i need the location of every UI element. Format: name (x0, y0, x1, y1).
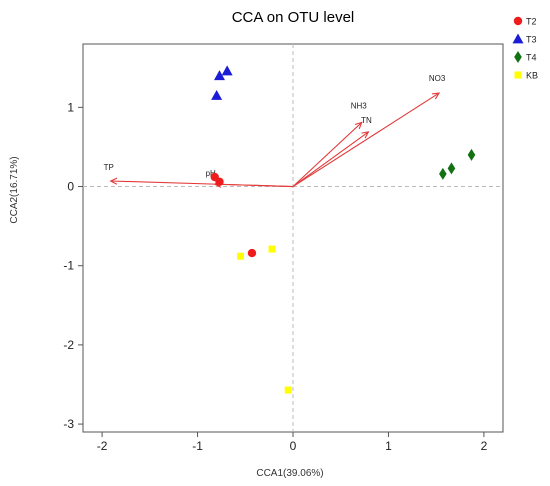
vector-tp-head (109, 177, 118, 185)
x-tick-label: -1 (192, 439, 203, 453)
reference-lines (83, 44, 503, 432)
vector-ph-label: pH (206, 169, 216, 178)
point-t3 (221, 65, 233, 76)
legend-label-kb: KB (526, 71, 538, 81)
point-t2 (247, 248, 257, 258)
vector-nh3-arrow (292, 121, 363, 187)
y-tick-label: -1 (63, 259, 74, 273)
legend-marker-kb (514, 71, 522, 79)
x-tick-label: 0 (290, 439, 297, 453)
legend-marker-t2 (513, 16, 523, 26)
point-t4 (467, 148, 476, 161)
vector-nh3-head (354, 121, 363, 130)
point-t3 (211, 89, 223, 100)
legend-label-t3: T3 (526, 35, 537, 45)
x-tick-label: -2 (97, 439, 108, 453)
point-kb (237, 252, 244, 260)
x-tick-label: 1 (385, 439, 392, 453)
vector-tp-label: TP (104, 163, 114, 172)
y-axis: 1 0 -1 -2 -3 (63, 100, 83, 431)
chart-title: CCA on OTU level (232, 9, 355, 26)
vector-no3-label: NO3 (429, 74, 446, 83)
y-axis-label: CCA2(16.71%) (9, 156, 20, 223)
point-t4 (447, 162, 456, 175)
legend: T2 T3 T4 KB (512, 16, 538, 81)
x-axis: -2 -1 0 1 2 (97, 432, 488, 453)
legend-label-t4: T4 (526, 53, 537, 63)
y-tick-label: 0 (67, 180, 74, 194)
vector-nh3-label: NH3 (351, 101, 368, 110)
point-t2 (215, 177, 224, 186)
y-tick-label: -2 (63, 338, 74, 352)
vector-ph-arrow (214, 183, 294, 188)
y-tick-label: -3 (63, 417, 74, 431)
x-axis-label: CCA1(39.06%) (256, 468, 323, 479)
legend-marker-t4 (514, 51, 522, 63)
vector-no3-head (432, 92, 441, 100)
point-kb (268, 245, 276, 253)
point-t3 (214, 70, 225, 81)
legend-label-t2: T2 (526, 17, 537, 27)
legend-marker-t3 (512, 33, 524, 44)
vector-tn-label: TN (361, 116, 372, 125)
x-tick-label: 2 (481, 439, 488, 453)
y-tick-label: 1 (67, 100, 74, 114)
vector-no3-arrow (292, 92, 440, 187)
vector-tn-arrow (292, 131, 369, 187)
sample-points (210, 65, 476, 394)
vector-tn-head (361, 131, 370, 139)
env-vectors: TP pH NH3 TN NO3 (104, 74, 446, 188)
point-t4 (439, 167, 447, 180)
point-kb (284, 386, 292, 394)
